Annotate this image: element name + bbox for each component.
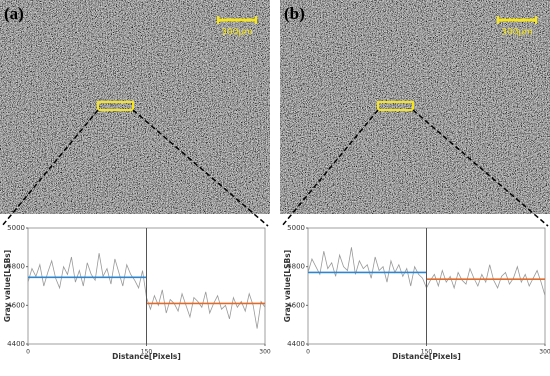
y-tick-label: 4800 — [287, 263, 305, 271]
roi-box — [97, 101, 134, 111]
x-tick-label: 150 — [421, 349, 433, 356]
y-tick-label: 5000 — [7, 224, 25, 232]
x-tick-label: 0 — [306, 349, 310, 356]
x-tick-label: 0 — [26, 349, 30, 356]
noise-image — [280, 0, 550, 214]
scale-bar-label: 300μm — [221, 28, 253, 38]
panel-label: (a) — [4, 4, 24, 23]
zoom-line — [281, 109, 379, 227]
panel-label: (b) — [284, 4, 305, 23]
noise-image — [0, 0, 270, 214]
y-axis-label: Gray value[LSBs] — [283, 250, 292, 322]
y-tick-label: 4600 — [7, 301, 25, 309]
y-tick-label: 4600 — [287, 301, 305, 309]
x-tick-label: 300 — [259, 349, 271, 356]
y-axis-label: Gray value[LSBs] — [3, 250, 12, 322]
roi-box — [377, 101, 414, 111]
scale-bar-label: 300μm — [501, 28, 533, 38]
x-axis-label: Distance[Pixels] — [392, 352, 461, 361]
zoom-line — [132, 109, 269, 227]
x-tick-label: 300 — [539, 349, 550, 356]
x-axis-label: Distance[Pixels] — [112, 352, 181, 361]
y-tick-label: 4400 — [7, 340, 25, 348]
zoom-line — [412, 109, 549, 227]
y-tick-label: 4400 — [287, 340, 305, 348]
y-tick-label: 5000 — [287, 224, 305, 232]
y-tick-label: 4800 — [7, 263, 25, 271]
zoom-line — [1, 109, 99, 227]
x-tick-label: 150 — [141, 349, 153, 356]
